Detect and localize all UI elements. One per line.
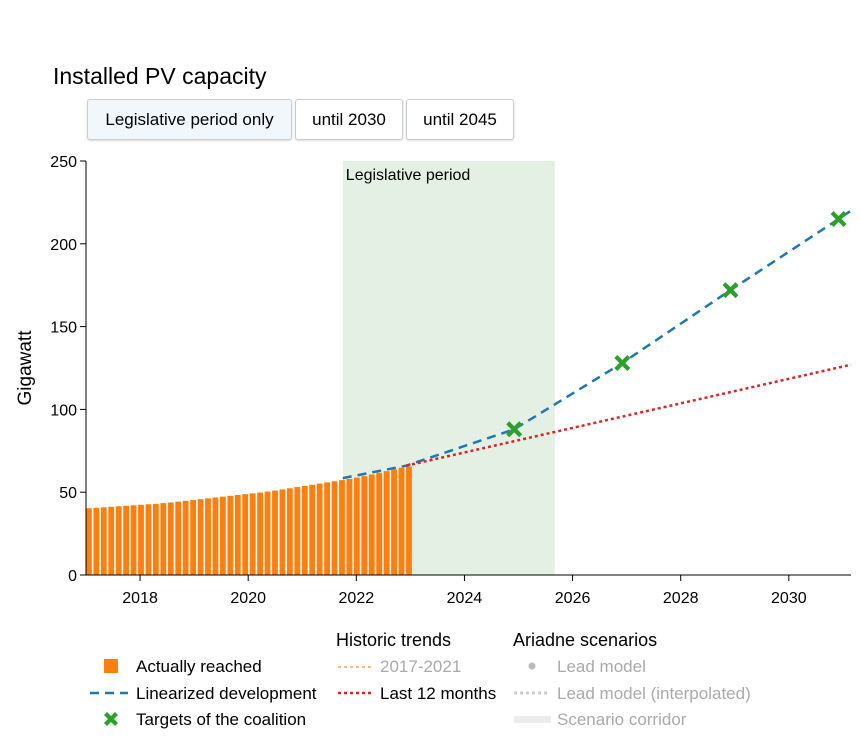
actual-bar (368, 474, 375, 575)
target-marker (506, 421, 523, 438)
legend-lead-interp-label: Lead model (interpolated) (557, 684, 751, 703)
actual-bar (234, 495, 241, 575)
until-2030-button[interactable]: until 2030 (295, 99, 403, 140)
actual-bar (324, 482, 330, 575)
y-tick-label: 100 (50, 402, 77, 419)
legislative-period-button[interactable]: Legislative period only (87, 99, 292, 140)
legend-2017-2021-label: 2017-2021 (380, 657, 461, 676)
actual-bar (160, 503, 167, 575)
x-tick-label: 2024 (447, 590, 483, 607)
actual-bar (93, 507, 100, 575)
actual-bar (294, 487, 301, 575)
actual-bar (205, 498, 211, 575)
x-tick-label: 2028 (663, 590, 699, 607)
actual-bar (108, 506, 115, 575)
actual-bar (100, 507, 107, 575)
actual-bar (152, 503, 159, 575)
actual-bar (130, 505, 137, 575)
actual-bar (346, 478, 353, 575)
actual-bar (227, 495, 234, 575)
actual-bar (182, 500, 189, 575)
legend-actual-swatch (104, 659, 118, 673)
actual-bars (86, 466, 412, 575)
x-tick-label: 2030 (771, 590, 807, 607)
x-tick-label: 2022 (339, 590, 375, 607)
actual-bar (316, 483, 323, 575)
legend-historic-title: Historic trends (336, 630, 451, 650)
actual-bar (361, 476, 368, 575)
y-tick-label: 50 (59, 485, 77, 502)
y-tick-label: 150 (50, 320, 77, 337)
actual-bar (353, 477, 360, 575)
until-2045-button-label: until 2045 (423, 109, 497, 129)
actual-bar (391, 469, 397, 575)
x-tick-label: 2020 (230, 590, 266, 607)
actual-bar (86, 508, 92, 575)
x-tick-label: 2026 (555, 590, 591, 607)
legend-linearized-label: Linearized development (136, 684, 317, 703)
actual-bar (257, 492, 263, 575)
legend: Actually reached Linearized development … (90, 630, 751, 729)
legislative-period-label: Legislative period (346, 167, 471, 184)
legend-ariadne-title: Ariadne scenarios (513, 630, 657, 650)
actual-bar (272, 490, 278, 575)
actual-bar (331, 481, 338, 575)
actual-bar (242, 494, 249, 575)
actual-bar (212, 497, 219, 575)
actual-bar (167, 502, 174, 575)
actual-bar (406, 466, 412, 575)
legend-lead-model-marker (528, 662, 536, 670)
y-tick-label: 200 (50, 237, 77, 254)
actual-bar (190, 499, 197, 575)
actual-bar (376, 472, 383, 575)
target-marker (830, 210, 847, 227)
actual-bar (286, 488, 293, 575)
actual-bar (197, 499, 204, 575)
actual-bar (145, 504, 152, 575)
target-marker (614, 355, 631, 372)
actual-bar (301, 485, 308, 575)
legend-targets-marker (104, 712, 118, 726)
actual-bar (398, 467, 405, 575)
actual-bar (309, 484, 316, 575)
actual-bar (115, 506, 122, 575)
x-tick-label: 2018 (122, 590, 158, 607)
actual-bar (175, 501, 182, 575)
legend-lead-model-label: Lead model (557, 657, 646, 676)
actual-bar (249, 493, 256, 575)
legend-targets-label: Targets of the coalition (136, 710, 306, 729)
axes: 0 50 100 150 200 250 2018 2020 2022 2024 2026 2028 2… (50, 154, 851, 607)
actual-bar (264, 491, 271, 575)
actual-bar (279, 489, 286, 575)
legislative-period-button-label: Legislative period only (105, 109, 274, 129)
y-tick-label: 0 (68, 568, 77, 585)
until-2030-button-label: until 2030 (312, 109, 386, 129)
actual-bar (219, 496, 226, 575)
y-axis-label: Gigawatt (15, 330, 36, 406)
legend-last12-label: Last 12 months (380, 684, 496, 703)
target-marker (722, 282, 739, 299)
legend-corridor-swatch (514, 716, 551, 723)
last-12-months-trend-line (405, 363, 852, 467)
coalition-targets (506, 210, 847, 438)
legend-corridor-label: Scenario corridor (557, 710, 687, 729)
legend-actual-label: Actually reached (136, 657, 262, 676)
until-2045-button[interactable]: until 2045 (406, 99, 514, 140)
actual-bar (383, 471, 390, 575)
actual-bar (123, 505, 130, 575)
chart-title: Installed PV capacity (53, 63, 267, 89)
y-tick-label: 250 (50, 154, 77, 171)
actual-bar (138, 504, 144, 575)
actual-bar (339, 480, 345, 575)
